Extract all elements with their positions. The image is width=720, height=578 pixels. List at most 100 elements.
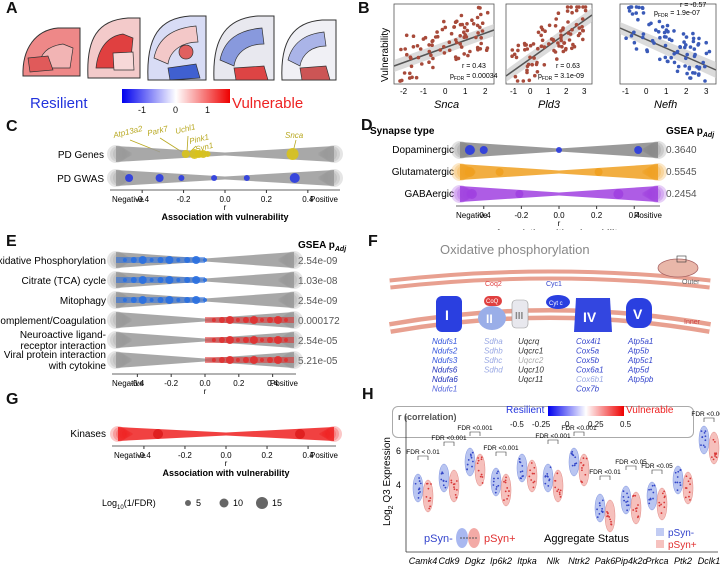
scatter-point (665, 23, 670, 28)
band-point (464, 145, 475, 155)
band-point (178, 175, 185, 181)
violin-point (418, 477, 420, 479)
e-row-label: Viral protein interaction (4, 350, 106, 361)
scatter-point (549, 37, 554, 41)
scatter-point (707, 49, 712, 54)
band-point (125, 174, 134, 182)
band-fade (128, 318, 132, 322)
scatter-point (510, 48, 515, 52)
colorbar-a-tick: -1 (138, 105, 147, 115)
band-fade (647, 165, 661, 179)
violin-point (663, 501, 666, 504)
axis-tick-label: 0.4 (302, 195, 314, 204)
band-fade (319, 151, 325, 157)
band-fade (325, 145, 343, 163)
violin-point (469, 453, 472, 456)
svg-text:III: III (515, 311, 524, 322)
scatter-nefh: r = -0.57 pFDR = 1.9e-07 -1 0 1 2 3 Nefh (619, 2, 717, 111)
complex-iii: III (511, 299, 529, 329)
complex-iv: IV (574, 298, 612, 332)
band-fade (110, 332, 126, 348)
f-gene-label: Uqcr10 (518, 366, 544, 375)
pd-genes-band (116, 146, 334, 162)
band-fade (107, 351, 125, 369)
c-gene-label: Park7 (146, 124, 169, 138)
fdr-bracket (651, 469, 663, 474)
axis-tick-label: 0.2 (261, 195, 273, 204)
scatter-point (458, 34, 462, 38)
violin-point (649, 497, 652, 500)
b2-xtick: 2 (564, 87, 569, 96)
violin-point (470, 454, 472, 457)
scatter-point (427, 43, 431, 47)
violin-psyn-pos (474, 453, 486, 487)
axis-tick-label: 0.2 (261, 451, 273, 460)
scatter-point (539, 25, 544, 30)
band-fade (125, 151, 131, 157)
band-fade (116, 334, 128, 346)
scatter-point (528, 55, 532, 60)
violin-point (507, 494, 510, 497)
scatter-point (408, 55, 413, 59)
kinase-point (157, 431, 163, 437)
h-legend-swatch-pos (656, 540, 664, 548)
scatter-point (672, 29, 676, 33)
violin-point (556, 490, 559, 493)
scatter-point (539, 33, 543, 38)
scatter-point (430, 43, 434, 47)
scatter-point (455, 19, 459, 24)
violin-point (626, 500, 629, 503)
violin-point (660, 503, 663, 506)
violin-point (574, 456, 577, 459)
scatter-point (516, 48, 520, 53)
band-fade (323, 429, 333, 439)
violin-point (546, 473, 549, 475)
violin-point (533, 466, 536, 469)
axis-tick-label: -0.2 (178, 451, 192, 460)
violin-psyn-pos (448, 469, 460, 503)
violin-point (677, 470, 680, 473)
scatter-point (533, 73, 537, 78)
fdr-bracket (469, 431, 481, 436)
violin-point (442, 472, 444, 475)
violin-point (417, 488, 420, 491)
axis-title: Association with vulnerability (162, 468, 289, 478)
violin-point (700, 430, 703, 433)
scatter-point (678, 45, 682, 49)
violin-point (492, 480, 495, 483)
f-gene-label: Ndufc1 (432, 385, 457, 394)
c-row-label: PD GWAS (57, 174, 104, 185)
scatter-point (471, 22, 476, 26)
b3-p: pFDR = 1.9e-07 (654, 10, 700, 19)
violin-point (703, 431, 706, 434)
scatter-point (636, 17, 640, 22)
band-fade (116, 148, 128, 160)
violin-point (598, 513, 601, 515)
violin-point (704, 446, 706, 448)
band-fade (119, 315, 129, 325)
band-fade (649, 163, 667, 181)
fdr-label: FDR < 0.01 (406, 449, 440, 456)
h-legend-title: Aggregate Status (544, 533, 630, 545)
band-fade (644, 190, 652, 198)
violin-point (497, 470, 499, 473)
band-fade (125, 317, 131, 323)
violin-point (700, 444, 702, 447)
violin-psyn-pos (422, 479, 434, 513)
band-fade (128, 338, 132, 342)
scatter-point (540, 38, 545, 43)
e-row-label: Citrate (TCA) cycle (22, 276, 107, 287)
violin-point (702, 444, 705, 447)
violin-point (480, 456, 483, 459)
band-fade (113, 171, 127, 185)
violin-point (444, 486, 447, 489)
scatter-point (421, 37, 426, 41)
b3-r: r = -0.57 (680, 2, 706, 9)
scatter-point (676, 64, 681, 69)
f-gene-label: Ndufs6 (432, 366, 458, 375)
fdr-label: FDR <0.001 (691, 411, 720, 418)
violin-point (544, 482, 547, 485)
violin-point (497, 484, 500, 487)
violin-point (505, 476, 507, 479)
e-pval: 2.54e-05 (298, 336, 338, 347)
